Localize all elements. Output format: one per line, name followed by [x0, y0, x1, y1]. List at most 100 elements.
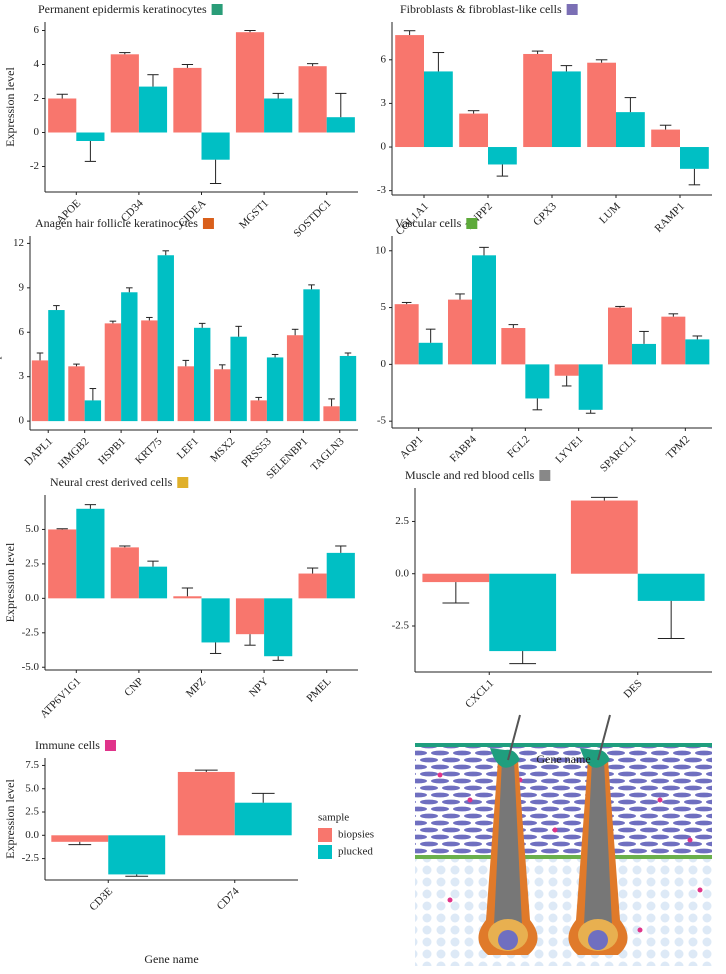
y-tick-label: 0 — [381, 358, 387, 370]
bar — [501, 328, 526, 365]
y-tick-label: 6 — [19, 326, 25, 338]
bar — [578, 364, 603, 410]
y-tick-label: 6 — [381, 53, 387, 65]
y-axis-label: Expression level — [3, 779, 17, 859]
bar — [326, 117, 355, 133]
bar — [110, 547, 139, 599]
bar — [141, 320, 158, 422]
y-tick-label: 7.5 — [25, 759, 39, 771]
bar — [104, 323, 122, 422]
bar — [554, 364, 579, 376]
bar — [523, 53, 552, 148]
y-tick-label: 5.0 — [25, 782, 39, 794]
bar — [286, 335, 304, 422]
x-tick-label: HSPB1 — [96, 435, 128, 467]
legend-swatch — [318, 845, 332, 859]
bar — [76, 132, 105, 141]
panel: Neural crest derived cells -5.0 -2.5 0.0 2.5… — [3, 475, 358, 721]
bar — [632, 343, 656, 365]
y-tick-label: 0 — [381, 141, 387, 153]
y-tick-label: 3 — [381, 97, 387, 109]
x-tick-label: NPY — [247, 675, 271, 699]
x-tick-label: HMGB2 — [56, 435, 92, 471]
x-tick-label: RAMP1 — [652, 200, 686, 234]
bar — [48, 98, 77, 133]
y-tick-label: 9 — [19, 281, 25, 293]
bar — [525, 364, 550, 399]
bar — [680, 147, 709, 169]
y-tick-label: 10 — [375, 244, 387, 256]
bar — [459, 113, 488, 148]
y-tick-label: 2.5 — [25, 806, 39, 818]
x-tick-label: CD74 — [215, 885, 242, 912]
x-tick-label: TAGLN3 — [309, 435, 347, 473]
bar — [395, 35, 424, 148]
bar — [323, 406, 340, 422]
title-marker — [202, 218, 214, 229]
bar — [177, 366, 194, 422]
panel: Fibroblasts & fibroblast-like cells -3 0 3 6… — [377, 2, 712, 238]
y-tick-label: 0.0 — [25, 829, 39, 841]
title-marker — [539, 470, 551, 481]
bar — [51, 835, 109, 842]
bar — [157, 255, 174, 422]
bar — [121, 292, 138, 422]
bar — [472, 255, 496, 365]
title-marker — [104, 740, 116, 751]
bar — [418, 342, 443, 365]
x-tick-label: LUM — [597, 200, 623, 226]
x-tick-label: LEF1 — [175, 435, 201, 461]
y-tick-label: -2 — [30, 160, 39, 172]
bar — [214, 369, 231, 422]
y-tick-label: 0.0 — [25, 592, 39, 604]
bar — [608, 307, 632, 365]
bar — [326, 552, 355, 599]
x-tick-label: MGST1 — [237, 197, 271, 231]
panel-title: Immune cells — [35, 738, 100, 752]
bar — [298, 573, 327, 599]
bar — [264, 598, 293, 657]
bar — [177, 771, 235, 836]
bar — [76, 508, 105, 599]
y-tick-label: 12 — [13, 237, 24, 249]
y-tick-label: -5 — [377, 415, 387, 427]
x-tick-label: GPX3 — [531, 200, 559, 228]
title-marker — [177, 477, 189, 488]
legend-label: biopsies — [338, 829, 374, 841]
follicle-right — [568, 714, 628, 955]
bar — [488, 147, 517, 165]
bar — [201, 132, 230, 160]
x-tick-label: SPARCL1 — [598, 433, 639, 474]
panel-title: Fibroblasts & fibroblast-like cells — [400, 2, 562, 16]
panel: Immune cells -2.5 0.0 2.5 5.0 7.5 Expression l… — [3, 738, 374, 966]
bar — [552, 71, 581, 148]
bar — [68, 366, 85, 422]
panel-title: Permanent epidermis keratinocytes — [38, 2, 207, 16]
bar — [173, 67, 202, 133]
bar — [570, 500, 638, 574]
y-tick-label: 5.0 — [25, 523, 39, 535]
x-tick-label: ATP6V1G1 — [38, 675, 83, 720]
y-tick-label: 6 — [34, 24, 40, 36]
y-tick-label: 2.5 — [395, 515, 409, 527]
bar — [110, 54, 139, 133]
title-marker — [211, 4, 223, 15]
bar — [298, 66, 327, 133]
x-tick-label: MPZ — [184, 675, 209, 700]
bar — [138, 566, 168, 599]
y-tick-label: -5.0 — [22, 661, 40, 673]
bar — [235, 32, 265, 133]
x-tick-label: KRT75 — [133, 435, 165, 467]
subcutis — [415, 858, 712, 966]
bar — [31, 360, 49, 422]
bar — [637, 573, 705, 601]
y-tick-label: 0 — [34, 126, 40, 138]
y-tick-label: -2.5 — [22, 852, 40, 864]
bar — [394, 304, 419, 365]
bar — [616, 112, 645, 148]
x-tick-label: AQP1 — [398, 433, 426, 461]
bar — [48, 310, 65, 422]
bar — [489, 573, 557, 652]
